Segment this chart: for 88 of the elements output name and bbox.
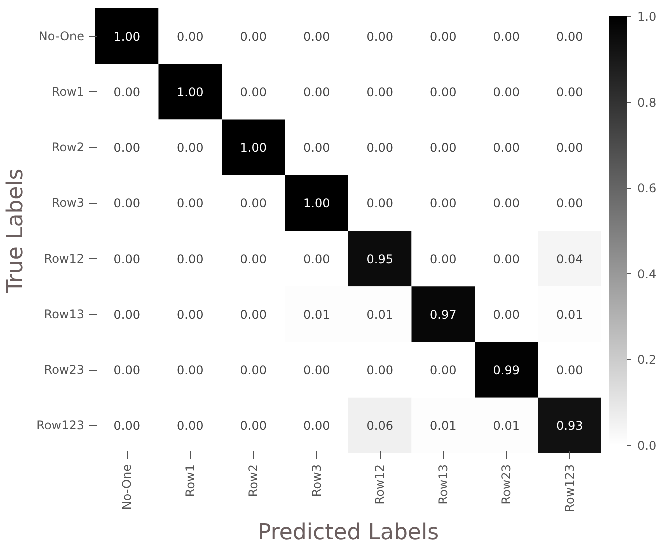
color-bar-label: 0.4	[638, 267, 657, 282]
data-label: 0.00	[177, 141, 204, 156]
data-label: 0.01	[556, 308, 584, 322]
color-bar-label: 0.8	[638, 96, 657, 110]
data-label: 0.00	[240, 85, 267, 100]
data-label: 0.00	[114, 419, 140, 434]
data-label: 0.00	[177, 419, 204, 434]
data-label: 0.00	[177, 196, 204, 211]
y-tick-label: Row123	[36, 418, 84, 433]
data-label: 0.00	[304, 252, 330, 266]
data-label: 1.00	[240, 141, 267, 156]
data-label: 0.00	[493, 252, 520, 266]
y-axis-title: True Labels	[4, 168, 29, 294]
data-label: 0.00	[430, 196, 457, 211]
x-tick-label: Row23	[500, 464, 514, 505]
data-label: 0.00	[366, 364, 394, 378]
data-label: 0.00	[556, 196, 584, 211]
data-label: 0.99	[493, 364, 520, 378]
data-label: 0.00	[556, 85, 584, 100]
data-label: 0.00	[240, 419, 267, 434]
y-tick-label: Row1	[52, 84, 85, 99]
data-label: 0.00	[114, 308, 140, 322]
data-label: 0.01	[430, 419, 457, 434]
data-label: 0.00	[114, 364, 140, 378]
data-label: 0.00	[304, 141, 330, 156]
y-tick-label: Row23	[44, 363, 85, 378]
data-label: 0.95	[366, 252, 394, 266]
data-label: 0.00	[114, 85, 140, 100]
data-label: 0.00	[556, 141, 584, 156]
data-label: 0.00	[304, 85, 330, 100]
data-label: 0.00	[177, 30, 204, 44]
data-label: 0.00	[430, 252, 457, 266]
data-label: 0.06	[366, 419, 394, 434]
data-label: 0.00	[366, 141, 394, 156]
data-label: 0.00	[304, 30, 330, 44]
x-tick-label: Row123	[562, 464, 577, 512]
data-label: 0.00	[493, 196, 520, 211]
x-tick-label: Row2	[246, 464, 261, 498]
data-label: 0.00	[114, 252, 140, 266]
data-label: 1.00	[114, 30, 140, 44]
x-tick-label: Row12	[373, 464, 388, 505]
color-bar-label: 0.0	[638, 439, 657, 453]
y-tick-label: Row12	[44, 252, 85, 266]
data-label: 1.00	[304, 196, 330, 211]
color-bar-label: 1.0	[638, 10, 657, 24]
data-label: 0.00	[240, 364, 267, 378]
y-tick-label: Row13	[44, 307, 85, 322]
data-label: 0.00	[556, 364, 584, 378]
data-label: 0.01	[493, 419, 520, 434]
color-bar-label: 0.2	[638, 353, 657, 368]
y-tick-label: Row3	[52, 196, 85, 210]
data-label: 0.00	[493, 141, 520, 156]
x-tick-label: Row1	[183, 464, 198, 498]
data-label: 0.04	[556, 252, 584, 266]
data-label: 0.00	[114, 196, 140, 211]
data-label: 0.00	[493, 85, 520, 100]
data-label: 0.00	[430, 141, 457, 156]
data-label: 0.00	[430, 30, 457, 44]
data-label: 0.00	[366, 85, 394, 100]
x-axis-title: Predicted Labels	[258, 520, 440, 546]
data-label: 0.00	[366, 196, 394, 211]
data-label: 0.01	[304, 308, 330, 322]
data-label: 0.00	[177, 364, 204, 378]
data-label: 0.00	[430, 364, 457, 378]
y-tick-label: Row2	[52, 140, 85, 155]
y-tick-label: No-One	[38, 29, 84, 44]
data-label: 0.00	[493, 308, 520, 322]
data-label: 0.00	[177, 308, 204, 322]
x-tick-label: No-One	[120, 464, 134, 510]
data-label: 0.93	[556, 419, 584, 434]
data-label: 0.00	[366, 30, 394, 44]
data-label: 0.00	[304, 364, 330, 378]
data-label: 0.00	[240, 30, 267, 44]
data-label: 0.00	[493, 30, 520, 44]
data-label: 0.00	[430, 85, 457, 100]
color-bar-label: 0.6	[638, 182, 657, 196]
data-label: 0.00	[556, 30, 584, 44]
data-label: 0.00	[240, 252, 267, 266]
x-tick-label: Row3	[310, 464, 324, 498]
data-label: 0.01	[366, 308, 394, 322]
data-label: 0.00	[177, 252, 204, 266]
data-label: 0.00	[114, 141, 140, 156]
data-label: 0.97	[430, 308, 457, 322]
data-label: 0.00	[240, 196, 267, 211]
data-label: 0.00	[304, 419, 330, 434]
data-label: 1.00	[177, 85, 204, 100]
x-tick-label: Row13	[436, 464, 450, 505]
data-label: 0.00	[240, 308, 267, 322]
